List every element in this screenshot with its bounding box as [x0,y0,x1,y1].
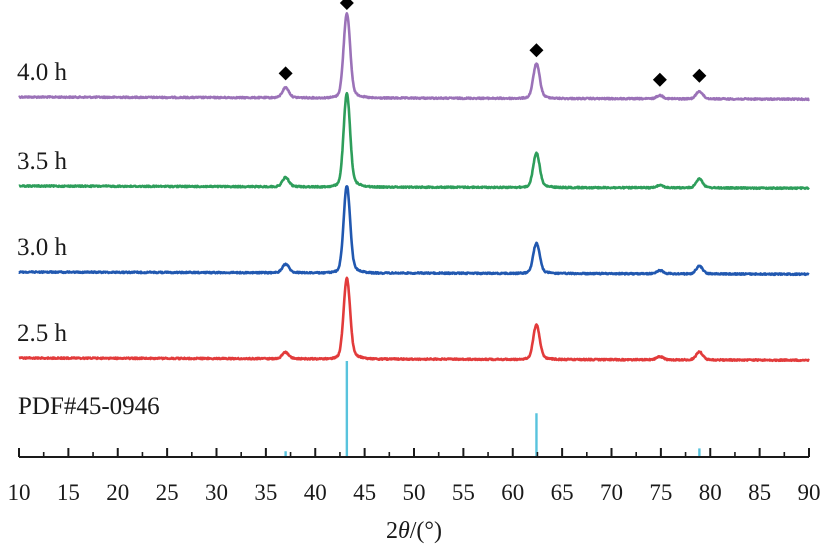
x-tick-label: 65 [551,480,574,505]
series-label: 4.0 h [17,59,68,86]
x-tick-label: 10 [8,480,31,505]
series-label: 2.5 h [17,320,68,347]
x-tick-label: 80 [699,480,722,505]
x-tick-label: 35 [254,480,277,505]
x-tick-label: 85 [748,480,771,505]
x-tick-label: 25 [156,480,179,505]
peak-marker-diamond [529,43,544,58]
x-axis-title: 2θ/(°) [386,518,442,544]
x-tick-label: 60 [501,480,524,505]
x-tick-label: 75 [649,480,672,505]
series-line-4-0-h [18,12,810,102]
x-tick-label: 70 [600,480,623,505]
series-label: 3.0 h [17,234,68,261]
x-axis-title-theta: θ [398,518,410,544]
peak-marker-diamond [339,0,354,10]
series-line-3-5-h [18,91,810,191]
x-axis-title-prefix: 2 [386,518,398,544]
peak-marker-diamond [692,68,707,83]
series-line-3-0-h [18,185,810,277]
series-line-2-5-h [18,276,810,363]
x-tick-label: 90 [798,480,821,505]
x-tick-label: 45 [353,480,376,505]
peak-marker-diamond [278,66,293,81]
x-tick-label: 30 [205,480,228,505]
x-axis-title-suffix: /(°) [410,518,442,544]
peak-marker-diamond [652,72,667,87]
series-layer: 4.0 h 3.5 h 3.0 h 2.5 h [17,12,810,363]
x-tick-label: 50 [403,480,426,505]
x-tick-label: 55 [452,480,475,505]
x-tick-label: 20 [106,480,129,505]
series-label: 3.5 h [17,148,68,175]
reference-pattern: PDF#45-0946 [18,361,701,456]
peak-markers [278,0,707,87]
x-axis: 10 15 20 25 30 35 40 45 50 55 60 65 70 75 80 85 90 [8,448,821,505]
reference-label: PDF#45-0946 [18,393,160,420]
x-tick-label: 40 [304,480,327,505]
x-tick-label: 15 [57,480,80,505]
